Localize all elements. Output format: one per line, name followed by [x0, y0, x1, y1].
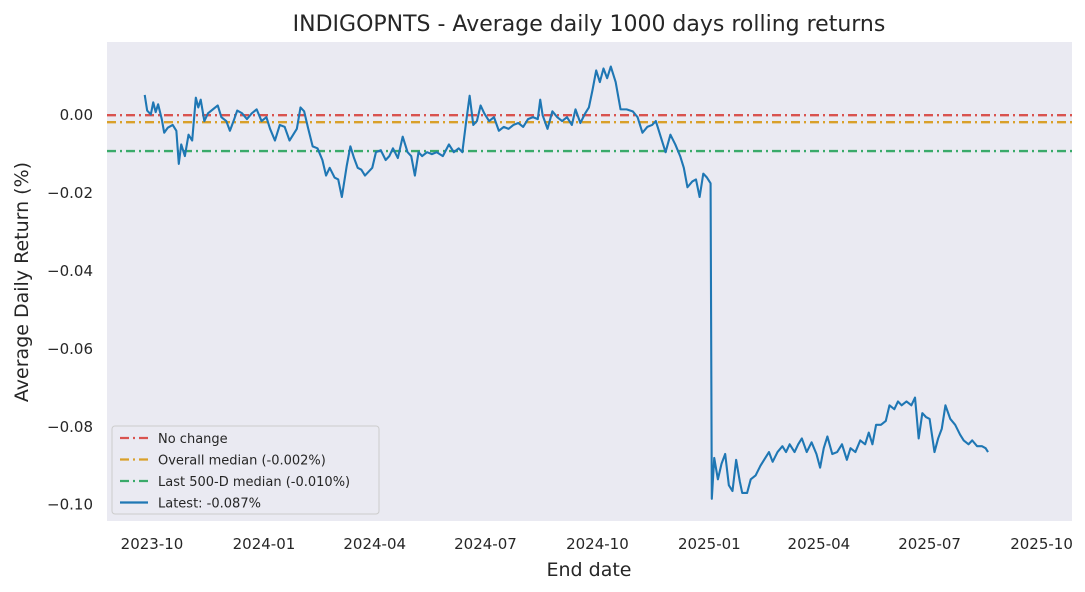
x-tick-label: 2025-04: [788, 535, 851, 553]
x-tick-label: 2025-10: [1010, 535, 1073, 553]
x-tick-label: 2024-01: [233, 535, 296, 553]
legend-label: Latest: -0.087%: [158, 497, 261, 512]
y-tick-label: −0.08: [47, 418, 93, 436]
chart-title: INDIGOPNTS - Average daily 1000 days rol…: [293, 12, 886, 37]
series-line-0: [143, 65, 989, 500]
y-tick-label: −0.10: [47, 496, 93, 514]
y-tick-label: 0.00: [60, 106, 93, 124]
x-axis-ticks: 2023-10 2024-01 2024-04 2024-07 2024-10 2025-…: [121, 535, 1073, 553]
y-tick-label: −0.06: [47, 340, 93, 358]
y-tick-label: −0.04: [47, 262, 93, 280]
series-layer: [143, 65, 989, 500]
x-tick-label: 2023-10: [121, 535, 184, 553]
legend: No change Overall median (-0.002%) Last 50…: [111, 425, 380, 515]
legend-label: Overall median (-0.002%): [158, 454, 326, 469]
x-tick-label: 2024-10: [566, 535, 629, 553]
x-tick-label: 2025-07: [898, 535, 961, 553]
legend-label: Last 500-D median (-0.010%): [158, 475, 350, 490]
x-tick-label: 2024-04: [343, 535, 406, 553]
legend-box: [111, 425, 380, 515]
legend-label: No change: [158, 432, 228, 447]
x-axis-label: End date: [547, 559, 632, 581]
x-tick-label: 2024-07: [454, 535, 517, 553]
x-tick-label: 2025-01: [678, 535, 741, 553]
y-axis-ticks: 0.00 −0.02 −0.04 −0.06 −0.08 −0.10: [47, 106, 93, 513]
y-tick-label: −0.02: [47, 184, 93, 202]
y-axis-label: Average Daily Return (%): [11, 162, 33, 402]
